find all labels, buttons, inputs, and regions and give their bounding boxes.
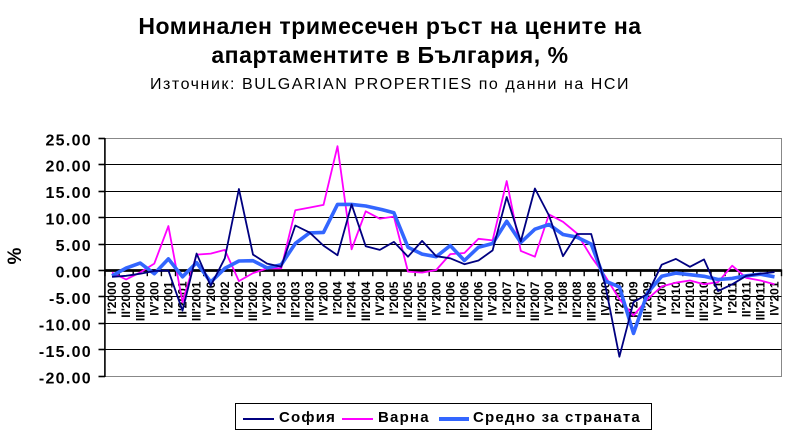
svg-text:-15.00: -15.00 [39,344,92,361]
svg-text:I'2005: I'2005 [387,281,401,314]
svg-text:II'2007: II'2007 [514,281,528,318]
svg-text:I'2010: I'2010 [669,281,683,314]
svg-text:10.00: 10.00 [45,212,92,229]
svg-text:III'2003: III'2003 [303,281,317,321]
svg-text:III'2001: III'2001 [190,281,204,321]
svg-text:II'2011: II'2011 [739,281,753,317]
svg-text:I'2001: I'2001 [162,281,176,314]
svg-text:0.00: 0.00 [56,265,92,282]
svg-text:I'2007: I'2007 [500,281,514,314]
svg-text:II'2004: II'2004 [345,281,359,318]
svg-text:I'2011: I'2011 [725,281,739,314]
svg-text:IV'200: IV'200 [486,281,500,316]
svg-text:5.00: 5.00 [56,238,92,255]
svg-text:III'2002: III'2002 [246,281,260,321]
svg-text:I'2000: I'2000 [105,281,119,314]
svg-text:IV'200: IV'200 [204,281,218,316]
svg-text:-5.00: -5.00 [49,291,92,308]
svg-text:IV'200: IV'200 [260,281,274,316]
svg-text:IV'200: IV'200 [542,281,556,316]
svg-text:I'2006: I'2006 [443,281,457,314]
svg-text:IV'200: IV'200 [317,281,331,316]
svg-text:I'2004: I'2004 [331,281,345,314]
svg-text:20.00: 20.00 [45,159,92,176]
svg-text:%: % [5,247,26,264]
svg-text:III'2005: III'2005 [415,281,429,321]
svg-text:III'2010: III'2010 [697,281,711,321]
svg-text:25.00: 25.00 [45,132,92,149]
svg-text:15.00: 15.00 [45,185,92,202]
svg-text:IV'200: IV'200 [429,281,443,316]
svg-text:II'2005: II'2005 [401,281,415,318]
svg-text:II'2002: II'2002 [232,281,246,318]
svg-text:IV'200: IV'200 [147,281,161,316]
svg-text:III'2000: III'2000 [133,281,147,321]
svg-text:-10.00: -10.00 [39,317,92,334]
svg-text:IV'201: IV'201 [768,281,782,316]
svg-text:II'2003: II'2003 [288,281,302,318]
svg-text:I'2003: I'2003 [274,281,288,314]
svg-text:I'2008: I'2008 [556,281,570,314]
svg-text:III'2011: III'2011 [754,281,768,320]
svg-text:II'2010: II'2010 [683,281,697,318]
svg-text:IV'201: IV'201 [711,281,725,316]
svg-text:II'2008: II'2008 [570,281,584,318]
svg-text:III'2007: III'2007 [528,281,542,321]
svg-text:II'2009: II'2009 [627,281,641,318]
svg-text:III'2006: III'2006 [472,281,486,321]
svg-text:III'2008: III'2008 [584,281,598,321]
svg-text:-20.00: -20.00 [39,370,92,387]
svg-text:III'2004: III'2004 [359,281,373,321]
svg-text:IV'200: IV'200 [373,281,387,316]
svg-text:II'2006: II'2006 [458,281,472,318]
svg-text:II'2000: II'2000 [119,281,133,318]
svg-text:I'2002: I'2002 [218,281,232,314]
